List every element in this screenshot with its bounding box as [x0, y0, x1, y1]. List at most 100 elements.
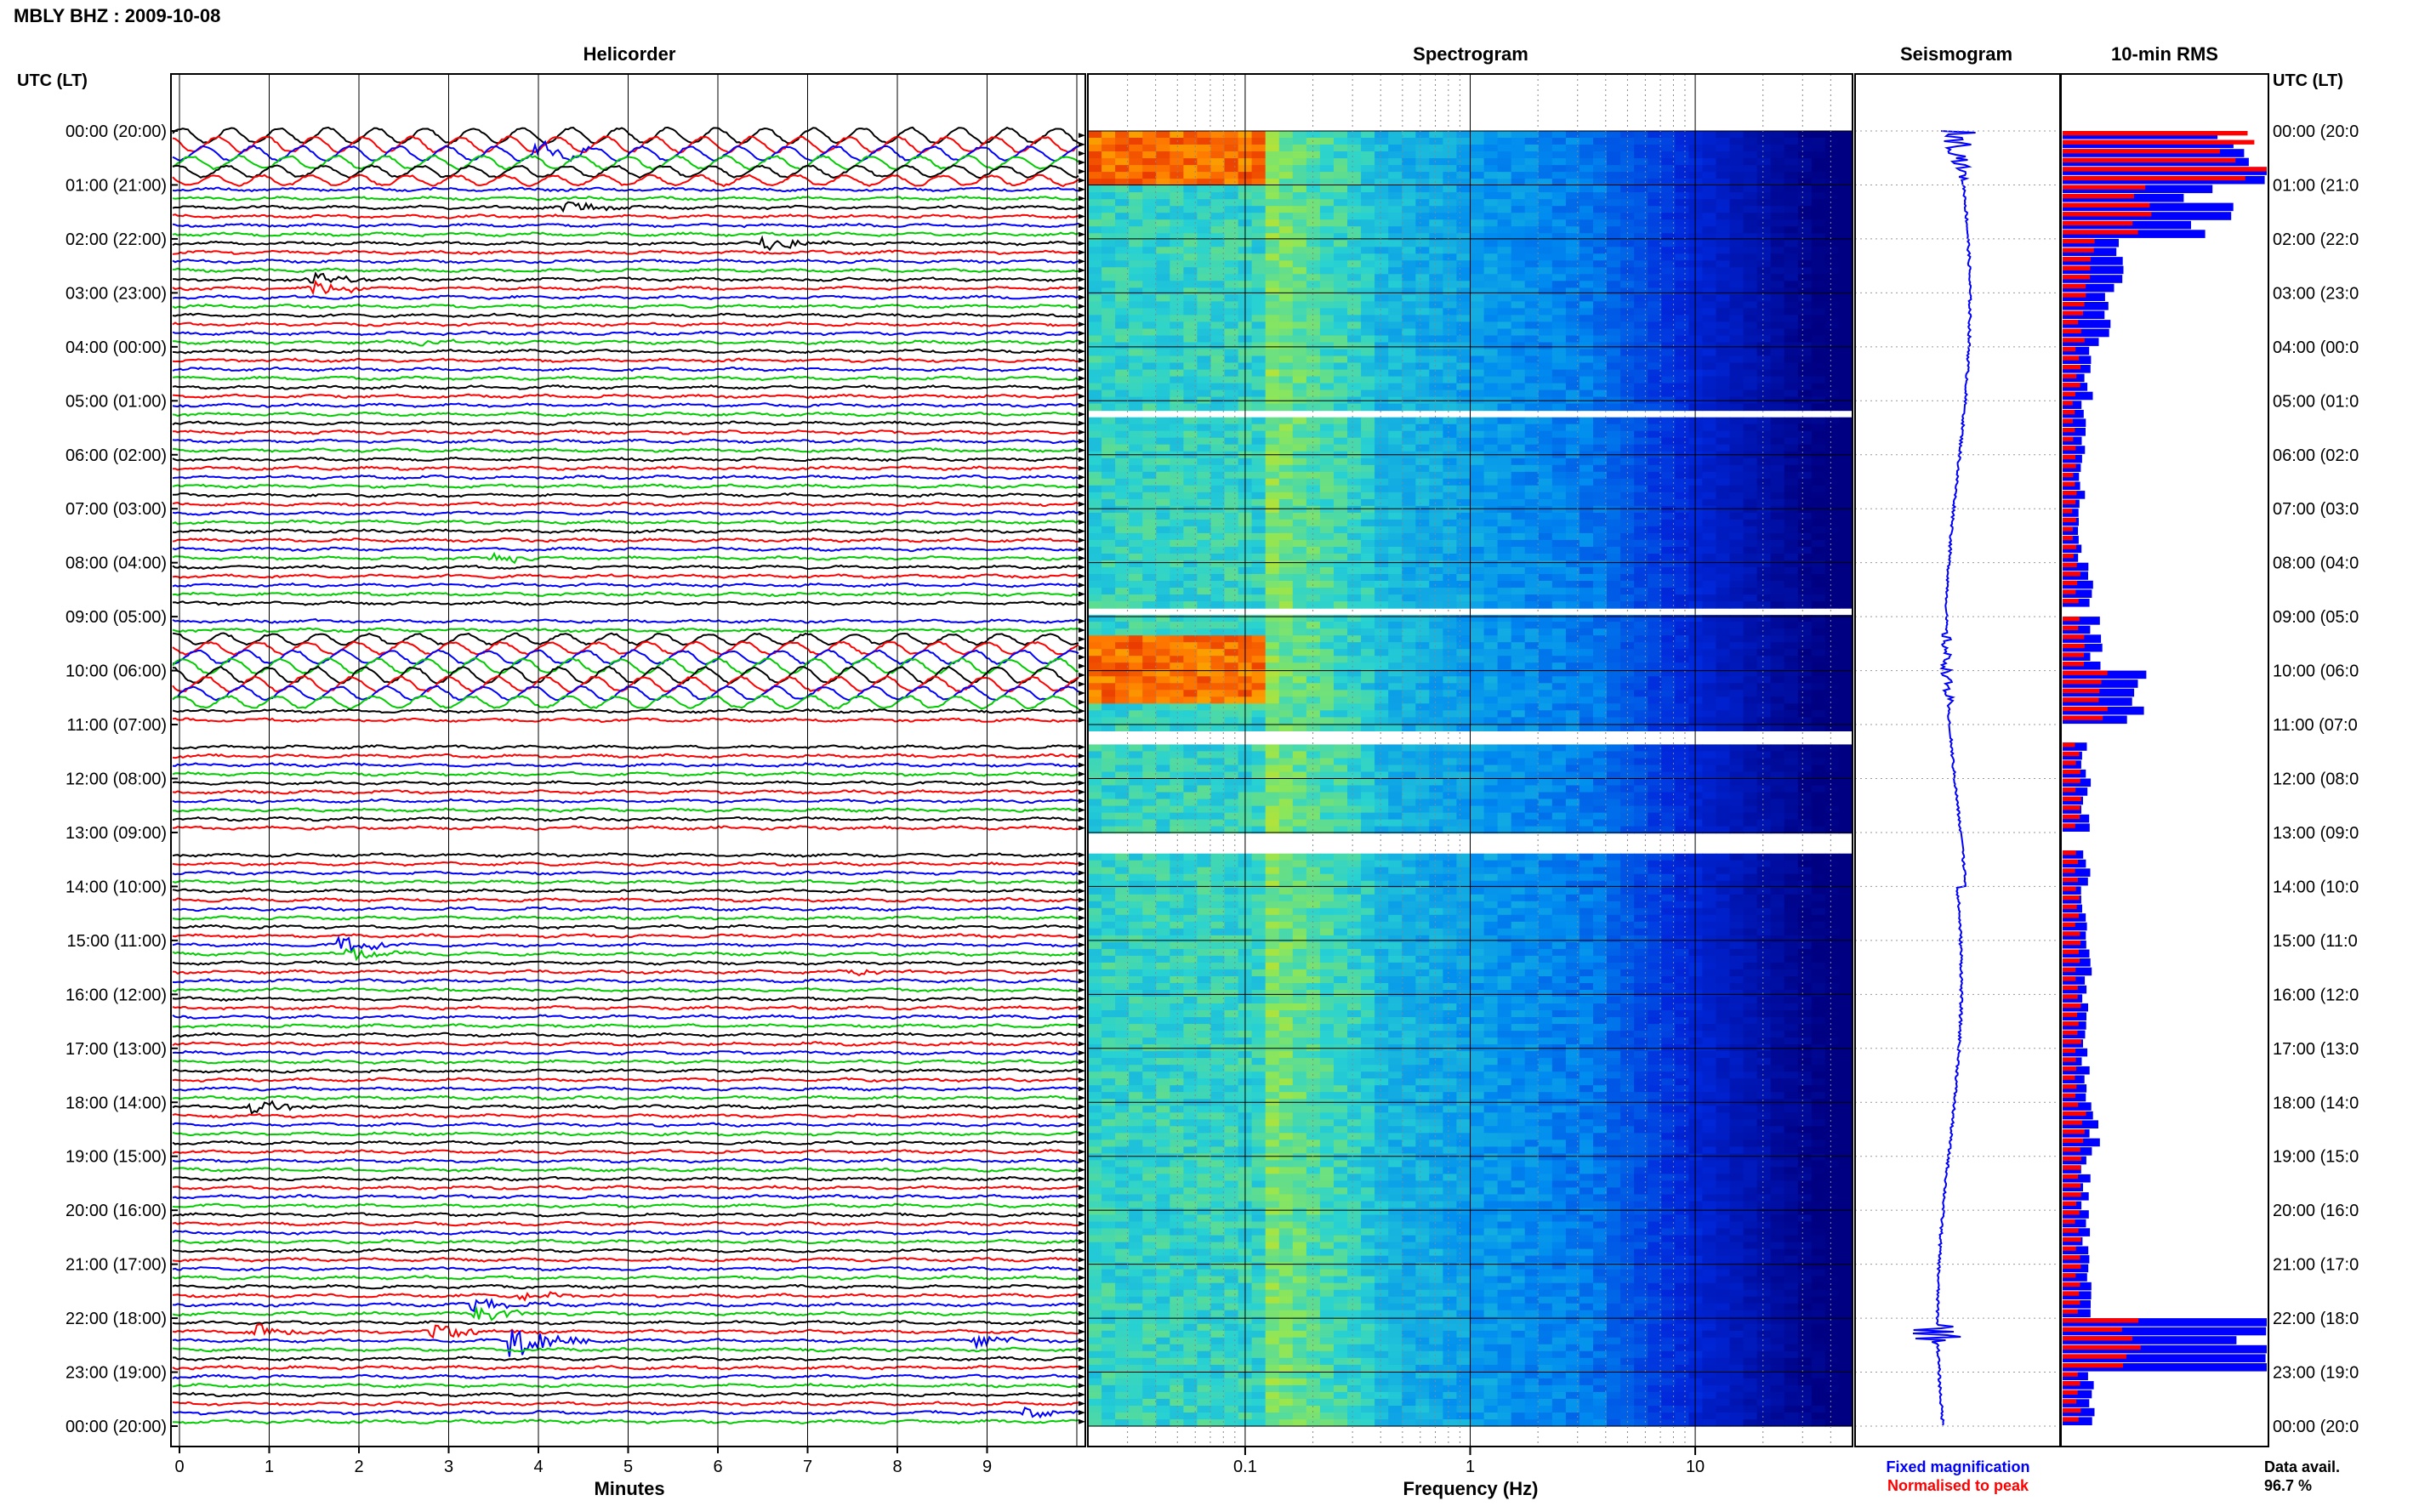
spectrogram-cell [1551, 622, 1567, 629]
spectrogram-cell [1265, 355, 1280, 364]
helicorder-trace [172, 294, 1079, 300]
spectrogram-cell [1770, 376, 1785, 384]
spectrogram-cell [1156, 301, 1170, 309]
spectrogram-cell [1729, 308, 1745, 315]
spectrogram-cell [1579, 554, 1594, 561]
spectrogram-cell [1101, 219, 1116, 227]
spectrogram-cell [1565, 628, 1580, 636]
spectrogram-cell [1702, 294, 1717, 302]
spectrogram-cell [1770, 219, 1785, 227]
spectrogram-cell [1524, 554, 1540, 561]
spectrogram-cell [1497, 423, 1512, 432]
spectrogram-cell [1743, 676, 1758, 684]
spectrogram-cell [1115, 478, 1130, 486]
spectrogram-cell [1607, 512, 1621, 520]
spectrogram-cell [1824, 505, 1840, 514]
spectrogram-cell [1634, 226, 1648, 234]
spectrogram-cell [1729, 213, 1745, 220]
spectrogram-cell [1101, 635, 1116, 643]
spectrogram-cell [1675, 567, 1689, 575]
spectrogram-cell [1579, 328, 1594, 337]
spectrogram-cell [1142, 206, 1157, 213]
helicorder-trace-arrow [1079, 168, 1085, 174]
spectrogram-cell [1607, 233, 1621, 241]
spectrogram-cell [1675, 547, 1689, 554]
spectrogram-cell [1620, 710, 1635, 718]
spectrogram-cell [1716, 622, 1731, 629]
helicorder-trace-arrow [1079, 753, 1085, 759]
spectrogram-cell [1593, 690, 1608, 697]
spectrogram-cell [1429, 267, 1443, 275]
spectrogram-cell [1784, 219, 1799, 227]
spectrogram-cell [1770, 151, 1785, 159]
spectrogram-cell [1483, 349, 1499, 357]
helicorder-trace [172, 551, 1079, 565]
spectrogram-cell [1197, 260, 1212, 268]
spectrogram-cell [1443, 131, 1458, 139]
spectrogram-cell [1443, 471, 1458, 480]
spectrogram-cell [1743, 622, 1758, 629]
spectrogram-cell [1716, 423, 1731, 432]
spectrogram-cell [1702, 560, 1717, 568]
spectrogram-cell [1634, 342, 1648, 350]
spectrogram-cell [1797, 710, 1813, 718]
spectrogram-cell [1388, 417, 1403, 425]
spectrogram-cell [1579, 581, 1594, 588]
spectrogram-cell [1579, 430, 1594, 439]
spectrogram-cell [1524, 179, 1540, 186]
spectrogram-cell [1101, 532, 1116, 541]
spectrogram-cell [1265, 512, 1280, 520]
spectrogram-cell [1402, 498, 1416, 507]
spectrogram-cell [1129, 601, 1143, 609]
spectrogram-cell [1129, 308, 1143, 315]
spectrogram-cell [1770, 369, 1785, 378]
spectrogram-cell [1170, 308, 1184, 315]
spectrogram-cell [1456, 260, 1471, 268]
spectrogram-cell [1115, 622, 1130, 629]
spectrogram-cell [1375, 594, 1389, 602]
spectrogram-cell [1511, 478, 1526, 486]
spectrogram-cell [1593, 642, 1608, 650]
spectrogram-cell [1334, 703, 1348, 711]
spectrogram-cell [1607, 342, 1621, 350]
spectrogram-cell [1347, 526, 1362, 534]
spectrogram-cell [1115, 192, 1130, 200]
spectrogram-cell [1524, 138, 1540, 145]
spectrogram-cell [1170, 281, 1184, 288]
spectrogram-cell [1402, 226, 1416, 234]
spectrogram-cell [1129, 628, 1143, 636]
spectrogram-cell [1347, 478, 1362, 486]
spectrogram-cell [1729, 281, 1745, 288]
spectrogram-cell [1784, 383, 1799, 391]
spectrogram-cell [1375, 430, 1389, 439]
spectrogram-cell [1661, 294, 1676, 302]
spectrogram-cell [1415, 145, 1430, 152]
spectrogram-cell [1170, 369, 1184, 378]
spectrogram-cell [1511, 267, 1526, 275]
spectrogram-cell [1579, 219, 1594, 227]
spectrogram-cell [1251, 547, 1266, 554]
spectrogram-cell [1388, 315, 1403, 322]
spectrogram-cell [1101, 267, 1116, 275]
spectrogram-cell [1729, 492, 1745, 500]
spectrogram-cell [1524, 690, 1540, 697]
spectrogram-cell [1743, 383, 1758, 391]
spectrogram-cell [1443, 498, 1458, 507]
spectrogram-cell [1402, 505, 1416, 514]
spectrogram-cell [1524, 676, 1540, 684]
spectrogram-cell [1551, 554, 1567, 561]
spectrogram-cell [1197, 696, 1212, 704]
spectrogram-cell [1538, 635, 1553, 643]
spectrogram-cell [1593, 676, 1608, 684]
spectrogram-cell [1620, 206, 1635, 213]
spectrogram-cell [1292, 485, 1307, 493]
spectrogram-cell [1347, 594, 1362, 602]
spectrogram-cell [1402, 417, 1416, 425]
spectrogram-cell [1634, 281, 1648, 288]
spectrogram-cell [1565, 498, 1580, 507]
spectrogram-cell [1524, 615, 1540, 622]
spectrogram-cell [1415, 308, 1430, 315]
spectrogram-cell [1265, 642, 1280, 650]
spectrogram-cell [1593, 151, 1608, 159]
spectrogram-cell [1511, 355, 1526, 364]
